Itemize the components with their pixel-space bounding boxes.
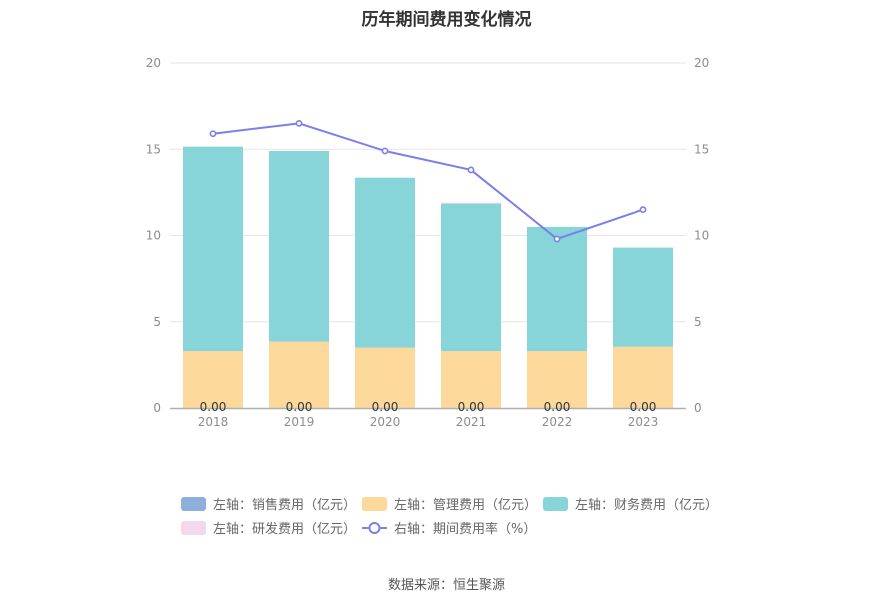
legend-label: 左轴：销售费用（亿元）: [213, 498, 357, 513]
rate-point: [381, 147, 389, 155]
x-tick-label: 2021: [456, 415, 487, 429]
bar-segment: [613, 247, 673, 347]
data-label: 0.00: [286, 400, 313, 414]
data-label: 0.00: [458, 400, 485, 414]
legend-swatch: [362, 496, 387, 511]
y-tick-left: 0: [153, 401, 161, 415]
x-tick-label: 2019: [284, 415, 315, 429]
legend-item[interactable]: 左轴：管理费用（亿元）: [362, 494, 537, 513]
bar-segment: [441, 203, 501, 352]
legend-item[interactable]: 右轴：期间费用率（%）: [362, 518, 536, 537]
rate-point: [467, 166, 475, 174]
y-tick-right: 10: [694, 229, 709, 243]
chart-title: 历年期间费用变化情况: [361, 10, 532, 30]
bar-segment: [441, 202, 501, 204]
data-label: 0.00: [372, 400, 399, 414]
y-tick-right: 0: [694, 401, 702, 415]
bar-segment: [527, 226, 587, 352]
bar-segment: [527, 351, 587, 408]
legend-label: 左轴：管理费用（亿元）: [394, 498, 538, 513]
y-tick-left: 15: [146, 142, 161, 156]
rate-point: [209, 130, 217, 138]
y-tick-right: 5: [694, 315, 702, 329]
rate-point: [295, 119, 303, 127]
y-tick-left: 10: [146, 229, 161, 243]
legend-swatch: [181, 520, 206, 535]
rate-line: [212, 122, 644, 241]
y-tick-left: 5: [153, 315, 161, 329]
legend-item[interactable]: 左轴：销售费用（亿元）: [181, 494, 356, 513]
y-tick-right: 15: [694, 142, 709, 156]
chart-plot: 0 5 10 15 20 0 5 10 15 20 2018 2019 2020 2021 2022 2023…: [146, 56, 710, 429]
bar-segment: [269, 341, 329, 408]
bar-segment: [613, 346, 673, 408]
legend-swatch: [181, 496, 206, 511]
x-tick-label: 2020: [370, 415, 401, 429]
legend-label: 右轴：期间费用率（%）: [394, 522, 537, 537]
bar-segment: [183, 351, 243, 408]
x-tick-label: 2022: [542, 415, 573, 429]
bar-segment: [355, 347, 415, 408]
legend-label: 左轴：财务费用（亿元）: [575, 498, 719, 513]
bar-segment: [441, 351, 501, 408]
legend-label: 左轴：研发费用（亿元）: [213, 522, 357, 537]
chart-legend: 左轴：销售费用（亿元） 左轴：管理费用（亿元） 左轴：财务费用（亿元） 左轴：研发费用…: [181, 494, 741, 544]
data-label: 0.00: [630, 400, 657, 414]
x-tick-label: 2018: [198, 415, 229, 429]
bar-segment: [183, 146, 243, 352]
x-tick-label: 2023: [628, 415, 659, 429]
data-source: 数据来源：恒生聚源: [387, 578, 505, 593]
rate-point: [553, 235, 561, 243]
bar-segment: [355, 177, 415, 348]
data-label: 0.00: [200, 400, 227, 414]
legend-swatch: [543, 496, 568, 511]
y-tick-left: 20: [146, 56, 161, 70]
bar-segment: [269, 150, 329, 342]
legend-item[interactable]: 左轴：研发费用（亿元）: [181, 518, 356, 537]
rate-point: [639, 206, 647, 214]
legend-line-icon: [362, 521, 387, 534]
y-tick-right: 20: [694, 56, 709, 70]
legend-item[interactable]: 左轴：财务费用（亿元）: [543, 494, 718, 513]
data-label: 0.00: [544, 400, 571, 414]
